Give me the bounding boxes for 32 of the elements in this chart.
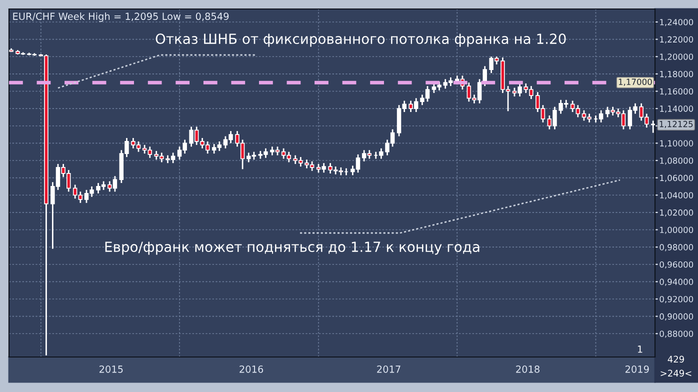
y-tick-label: 1,02000 — [660, 209, 694, 217]
x-tick-label: 2017 — [377, 366, 400, 373]
text: >249< — [660, 370, 692, 377]
chart-title: EUR/CHF Week High = 1,2095 Low = 0,8549 — [13, 12, 229, 22]
y-tick-label: 0,92000 — [660, 296, 694, 304]
annotation: Отказ ШНБ от фиксированного потолка франка на 1.20 — [156, 34, 566, 47]
y-tick-label: 1,06000 — [660, 174, 694, 182]
y-tick-label: 0,96000 — [660, 261, 694, 269]
y-tick-label: 0,90000 — [660, 313, 694, 320]
ref-line-label: 1,17000 — [618, 78, 652, 86]
y-tick-label: 1,00000 — [660, 226, 694, 234]
y-tick-label: 1,18000 — [660, 70, 694, 78]
annotation: 1,12125 — [660, 120, 693, 128]
y-tick-label: 1,22000 — [660, 36, 694, 44]
annotation: Евро/франк может подняться до 1.17 к концу года — [105, 242, 480, 255]
x-tick-label: 2016 — [240, 366, 264, 373]
y-tick-label: 1,24000 — [660, 18, 694, 26]
y-tick-label: 1,10000 — [660, 140, 694, 148]
x-tick-label: 2019 — [625, 366, 649, 373]
y-tick-label: 1,16000 — [660, 88, 694, 96]
y-tick-label: 0,88000 — [660, 330, 694, 338]
y-tick-label: 1,20000 — [660, 54, 694, 61]
x-tick-label: 2018 — [516, 366, 540, 373]
x-tick-label: 2015 — [100, 366, 123, 373]
candlestick — [482, 65, 487, 87]
text: 429 — [668, 356, 684, 363]
y-tick-label: 1,14000 — [660, 106, 694, 113]
annotation: 1 — [638, 346, 642, 353]
y-tick-label: 0,98000 — [660, 244, 694, 252]
y-tick-label: 1,04000 — [660, 192, 694, 200]
y-tick-label: 0,94000 — [660, 278, 694, 286]
y-tick-label: 1,08000 — [660, 157, 694, 165]
